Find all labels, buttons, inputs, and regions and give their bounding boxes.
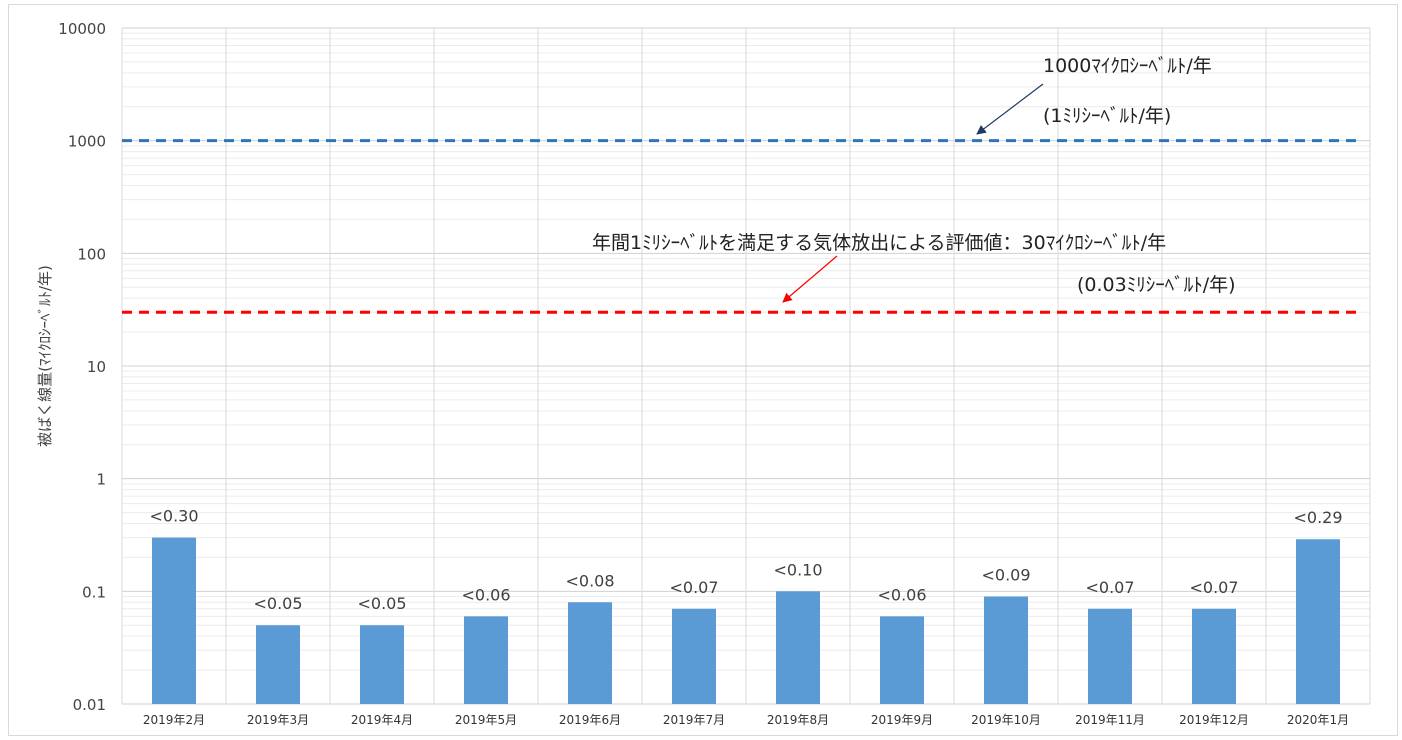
reference-1000-label: 1000ﾏｲｸﾛｼｰﾍﾞﾙﾄ/年 [1043,55,1212,77]
reference-30-label: 年間1ﾐﾘｼｰﾍﾞﾙﾄを満足する気体放出による評価値：30ﾏｲｸﾛｼｰﾍﾞﾙﾄ/… [592,232,1166,254]
bar-series [152,537,1340,704]
y-tick-label: 10000 [58,20,106,38]
bar [360,625,404,704]
bar [1296,539,1340,704]
y-tick-label: 1000 [68,133,106,151]
bar [1088,608,1132,704]
y-tick-label: 1 [96,471,106,489]
reference-30-sublabel: (0.03ﾐﾘｼｰﾍﾞﾙﾄ/年) [1077,274,1236,296]
reference-arrow [782,255,838,303]
bar [984,596,1028,704]
bar-data-label: <0.29 [1293,508,1342,527]
bar [880,616,924,704]
x-tick-label: 2019年11月 [1075,713,1145,727]
bar-data-label: <0.08 [565,571,614,590]
x-tick-label: 2019年3月 [247,713,309,727]
reference-1000-sublabel: (1ﾐﾘｼｰﾍﾞﾙﾄ/年) [1043,105,1171,127]
bar-data-label: <0.07 [1085,578,1134,597]
bar [776,591,820,704]
reference-lines [122,83,1358,314]
bar-data-label: <0.06 [877,585,926,604]
bar-data-label: <0.09 [981,565,1030,584]
bar-data-label: <0.10 [773,560,822,579]
x-tick-label: 2019年7月 [663,713,725,727]
bar-data-label: <0.05 [357,594,406,613]
y-tick-label: 0.1 [82,583,106,601]
reference-annotations: 1000ﾏｲｸﾛｼｰﾍﾞﾙﾄ/年 (1ﾐﾘｼｰﾍﾞﾙﾄ/年) 年間1ﾐﾘｼｰﾍﾞ… [592,55,1236,296]
x-tick-label: 2019年10月 [971,713,1041,727]
x-tick-label: 2019年2月 [143,713,205,727]
x-axis-tick-labels: 2019年2月 2019年3月 2019年4月 2019年5月 2019年6月 2019年… [143,713,1349,727]
y-axis-tick-labels: 0.01 0.1 1 10 100 1000 10000 [58,20,106,714]
bar-data-label: <0.06 [461,585,510,604]
y-axis-label: 被ばく線量(ﾏｲｸﾛｼｰﾍﾞﾙﾄ/年) [36,265,54,447]
bar [256,625,300,704]
y-tick-label: 100 [77,245,106,263]
bar-data-label: <0.05 [253,594,302,613]
bar [152,537,196,704]
bar [1192,608,1236,704]
chart-frame [8,4,1398,736]
x-tick-label: 2019年4月 [351,713,413,727]
x-tick-label: 2019年8月 [767,713,829,727]
data-labels: <0.30 <0.05 <0.05 <0.06 <0.08 <0.07 <0.10 <0.06… [149,507,1342,614]
y-tick-label: 0.01 [73,696,106,714]
x-tick-label: 2019年6月 [559,713,621,727]
bar [464,616,508,704]
x-tick-label: 2020年1月 [1287,713,1349,727]
bar-data-label: <0.07 [669,578,718,597]
bar-data-label: <0.07 [1189,578,1238,597]
x-tick-label: 2019年12月 [1179,713,1249,727]
x-tick-label: 2019年5月 [455,713,517,727]
reference-arrow [976,83,1044,135]
y-tick-label: 10 [87,358,106,376]
bar-data-label: <0.30 [149,507,198,526]
bar [672,608,716,704]
bar [568,602,612,704]
x-tick-label: 2019年9月 [871,713,933,727]
